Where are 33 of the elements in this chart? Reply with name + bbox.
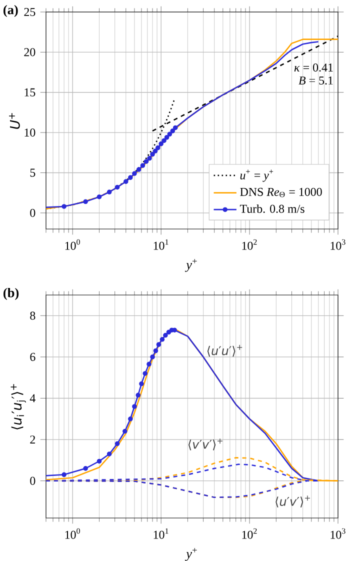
y-axis-title: ⟨u$_{i}$′u$_{j}$′⟩$^{+}$ <box>10 384 26 430</box>
y-tick-label: 10 <box>24 128 36 137</box>
x-axis-title: y$^{+}$ <box>184 258 197 272</box>
y-tick-label: 5 <box>30 168 36 177</box>
x-tick-label: 10$^{0}$ <box>65 528 80 539</box>
chart-title: (b) <box>4 288 19 300</box>
y-tick-label: 6 <box>30 352 36 361</box>
annotation: ⟨v′v′⟩$^{+}$ <box>188 438 222 450</box>
x-tick-label: 10$^{3}$ <box>330 239 346 250</box>
y-axis-title: U$^{+}$ <box>9 113 20 129</box>
y-tick-label: 0 <box>30 476 36 485</box>
annotation: κ = 0.41 <box>294 63 333 72</box>
y-tick-label: 25 <box>24 8 36 16</box>
legend-label: Turb. 0.8 m/s <box>240 204 304 213</box>
annotation: B = 5.1 <box>298 76 333 85</box>
y-tick-label: 2 <box>30 436 35 444</box>
legend-label: DNS Re$_{Θ}$ = 1000 <box>240 188 322 198</box>
y-tick-label: 15 <box>24 88 36 96</box>
x-axis-title: y$^{+}$ <box>184 548 197 561</box>
y-tick-label: 4 <box>30 394 36 402</box>
annotation: ⟨u′v′⟩$^{+}$ <box>276 496 310 508</box>
y-tick-label: 8 <box>30 312 36 320</box>
x-tick-label: 10$^{0}$ <box>65 239 80 250</box>
y-tick-label: 0 <box>30 208 36 217</box>
x-tick-label: 10$^{2}$ <box>242 239 257 250</box>
x-tick-label: 10$^{2}$ <box>242 528 257 539</box>
x-tick-label: 10$^{1}$ <box>154 239 168 250</box>
chart-title: (a) <box>4 4 18 18</box>
annotation: ⟨u′u′⟩$^{+}$ <box>207 344 242 357</box>
legend-label: u$^{+}$ = y$^{+}$ <box>240 170 274 182</box>
x-tick-label: 10$^{3}$ <box>330 528 346 539</box>
x-tick-label: 10$^{1}$ <box>154 528 168 539</box>
y-tick-label: 20 <box>24 48 36 56</box>
